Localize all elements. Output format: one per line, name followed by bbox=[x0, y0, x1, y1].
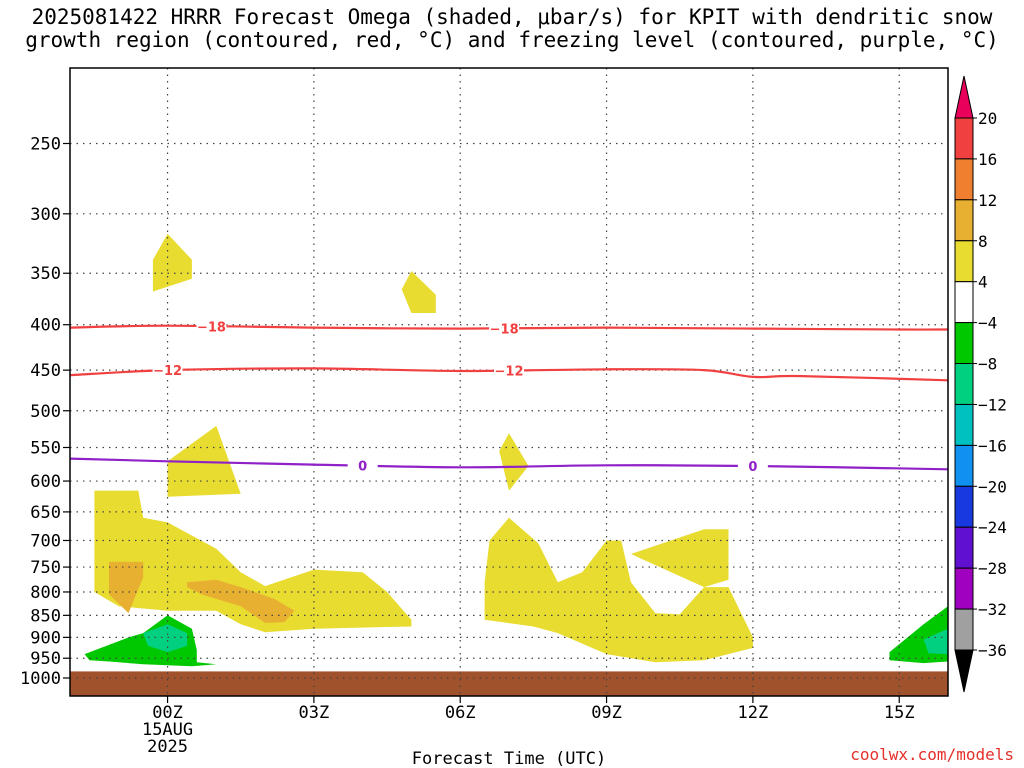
plot-frame bbox=[69, 67, 949, 697]
colorbar-swatch bbox=[954, 281, 974, 324]
colorbar-label: −12 bbox=[978, 395, 1007, 414]
contour-label-bg bbox=[494, 362, 524, 379]
contour-label-bg bbox=[737, 457, 768, 474]
y-tick-label: 450 bbox=[30, 361, 61, 381]
x-tick-label: 15Z bbox=[884, 703, 915, 723]
colorbar-swatch bbox=[954, 158, 974, 201]
colorbar-label: −8 bbox=[978, 355, 997, 374]
colorbar-label: −16 bbox=[978, 436, 1007, 455]
colorbar: 20 16 12 8 4 −4 −8 −12 −16 −20 −24 −28 −32 −36 bbox=[954, 75, 1007, 693]
y-tick-label: 300 bbox=[30, 205, 61, 225]
surface-terrain bbox=[70, 671, 948, 696]
x-tick-label: 06Z bbox=[445, 703, 476, 723]
grid-lines bbox=[70, 68, 948, 696]
x-tick-label: 12Z bbox=[738, 703, 769, 723]
colorbar-swatch bbox=[954, 485, 974, 528]
y-tick-label: 750 bbox=[30, 558, 61, 578]
y-tick-label: 700 bbox=[30, 531, 61, 551]
colorbar-label: −28 bbox=[978, 559, 1007, 578]
omega-region-6 bbox=[484, 517, 753, 663]
contour-label: −18 bbox=[490, 322, 519, 337]
omega-region-8 bbox=[187, 579, 295, 623]
title-line-1: 2025081422 HRRR Forecast Omega (shaded, … bbox=[31, 5, 993, 29]
omega-region-10 bbox=[143, 624, 188, 653]
omega-region-5 bbox=[94, 490, 412, 633]
contour-label: 0 bbox=[748, 460, 757, 475]
x-tick-date: 15AUG bbox=[142, 720, 193, 740]
colorbar-swatch bbox=[954, 240, 974, 283]
colorbar-label: −32 bbox=[978, 600, 1007, 619]
y-tick-label: 400 bbox=[30, 316, 61, 336]
y-tick-label: 900 bbox=[30, 628, 61, 648]
colorbar-label: 8 bbox=[978, 232, 988, 251]
title-line-2: growth region (contoured, red, °C) and f… bbox=[25, 28, 999, 52]
contour-label: −12 bbox=[495, 364, 524, 379]
colorbar-swatch bbox=[954, 404, 974, 446]
contour-label-bg bbox=[196, 318, 227, 335]
contour-label-bg bbox=[347, 457, 378, 474]
omega-region-1 bbox=[401, 271, 436, 313]
colorbar-swatch bbox=[954, 322, 974, 365]
chart-title: 2025081422 HRRR Forecast Omega (shaded, … bbox=[0, 6, 1024, 52]
y-tick-label: 250 bbox=[30, 135, 61, 155]
colorbar-swatch bbox=[954, 608, 974, 651]
colorbar-top-arrow bbox=[954, 75, 974, 119]
x-tick-year: 2025 bbox=[147, 737, 188, 757]
contour-label-bg bbox=[489, 320, 520, 337]
colorbar-label: −20 bbox=[978, 477, 1007, 496]
colorbar-label: 20 bbox=[978, 109, 997, 128]
y-tick-label: 650 bbox=[30, 503, 61, 523]
colorbar-label: 12 bbox=[978, 191, 997, 210]
omega-region-3 bbox=[499, 433, 529, 491]
omega-region-7 bbox=[109, 561, 144, 614]
omega-region-12 bbox=[923, 628, 948, 655]
y-tick-label: 800 bbox=[30, 583, 61, 603]
omega-shading bbox=[84, 233, 948, 667]
x-tick-label: 03Z bbox=[299, 703, 330, 723]
contour-label: 0 bbox=[358, 460, 367, 475]
y-axis: 2503003504004505005506006507007508008509… bbox=[20, 135, 70, 689]
x-axis-label: Forecast Time (UTC) bbox=[412, 749, 606, 768]
omega-region-0 bbox=[152, 233, 192, 292]
colorbar-label: 4 bbox=[978, 273, 988, 292]
y-tick-label: 350 bbox=[30, 264, 61, 284]
temperature-contours: −18 −18 −12 −12 0 0 bbox=[69, 318, 949, 475]
x-tick-label: 00Z bbox=[152, 703, 183, 723]
colorbar-swatch bbox=[954, 363, 974, 405]
colorbar-label: −24 bbox=[978, 518, 1007, 537]
colorbar-swatch bbox=[954, 117, 974, 160]
colorbar-swatch bbox=[954, 199, 974, 242]
colorbar-swatch bbox=[954, 444, 974, 487]
contour-label-bg bbox=[152, 362, 183, 379]
y-tick-label: 850 bbox=[30, 606, 61, 626]
y-tick-label: 500 bbox=[30, 402, 61, 422]
y-tick-label: 1000 bbox=[20, 669, 61, 689]
y-tick-label: 550 bbox=[30, 438, 61, 458]
colorbar-swatch bbox=[954, 567, 974, 610]
colorbar-swatch bbox=[954, 526, 974, 569]
y-tick-label: 600 bbox=[30, 472, 61, 492]
colorbar-label: −4 bbox=[978, 314, 997, 333]
contour-line bbox=[69, 367, 949, 382]
x-tick-label: 09Z bbox=[591, 703, 622, 723]
colorbar-label: −36 bbox=[978, 641, 1007, 660]
colorbar-bottom-arrow bbox=[954, 649, 974, 693]
contour-label: −18 bbox=[197, 320, 226, 335]
credit-link[interactable]: coolwx.com/models bbox=[850, 745, 1014, 764]
omega-region-4 bbox=[630, 529, 729, 588]
y-tick-label: 950 bbox=[30, 649, 61, 669]
colorbar-label: 16 bbox=[978, 150, 997, 169]
contour-label: −12 bbox=[153, 364, 182, 379]
